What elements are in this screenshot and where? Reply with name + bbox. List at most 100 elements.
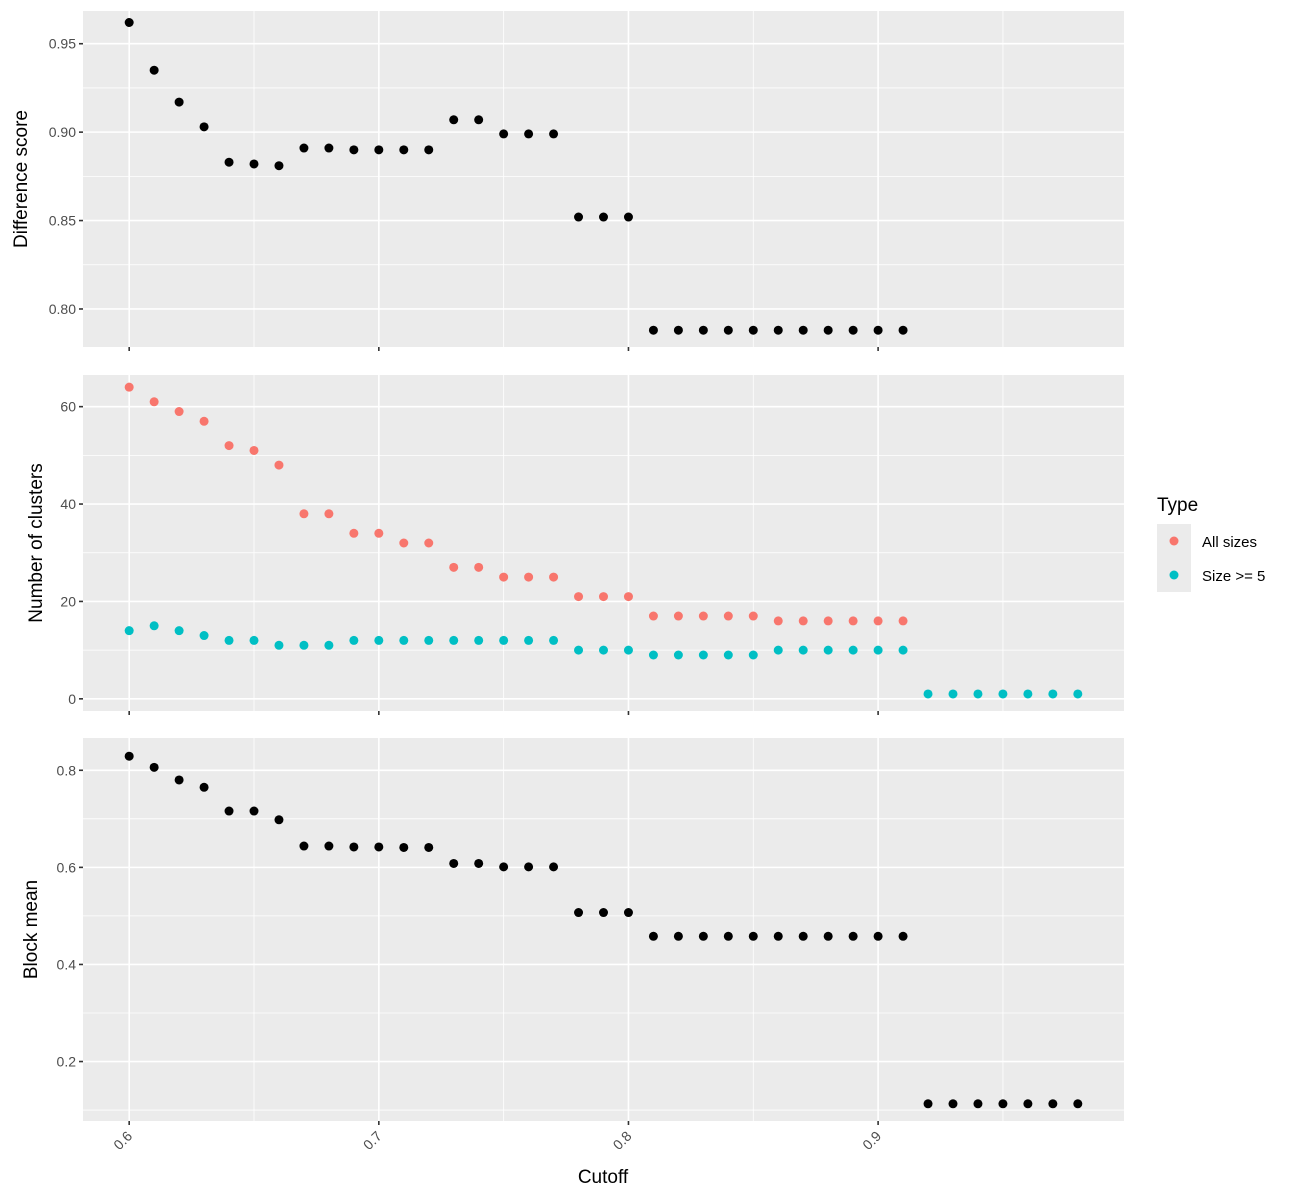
data-point: [374, 528, 384, 538]
data-point: [324, 509, 334, 519]
data-point: [299, 640, 309, 650]
data-point: [149, 65, 159, 75]
y-tick-label: 0.6: [57, 859, 77, 875]
data-point: [998, 689, 1008, 699]
data-point: [948, 689, 958, 699]
data-point: [748, 325, 758, 335]
data-point: [848, 616, 858, 626]
data-point: [524, 862, 534, 872]
data-point: [199, 782, 209, 792]
data-point: [873, 931, 883, 941]
data-point: [773, 616, 783, 626]
data-point: [723, 931, 733, 941]
data-point: [474, 562, 484, 572]
data-point: [923, 689, 933, 699]
x-axis: 0.6 0.7 0.8 0.9: [110, 1128, 884, 1153]
data-point: [524, 129, 534, 139]
data-point: [499, 129, 509, 139]
y-tick-label: 60: [60, 399, 76, 415]
data-point: [399, 145, 409, 155]
data-point: [623, 908, 633, 918]
data-point: [274, 815, 284, 825]
data-point: [174, 407, 184, 417]
x-tick-label: 0.9: [859, 1128, 884, 1153]
data-point: [449, 562, 459, 572]
data-point: [374, 635, 384, 645]
panel-block-mean: 0.2 0.4 0.6 0.8 Block mean: [21, 738, 1124, 1125]
data-point: [673, 325, 683, 335]
data-point: [599, 212, 608, 222]
data-point: [499, 572, 509, 582]
data-point: [174, 97, 184, 107]
legend-label-size-5: Size >= 5: [1202, 568, 1265, 585]
data-point: [124, 17, 134, 27]
data-point: [823, 645, 833, 655]
data-point: [898, 616, 908, 626]
data-point: [848, 645, 858, 655]
data-point: [773, 645, 783, 655]
data-point: [1023, 1099, 1033, 1109]
data-point: [574, 592, 584, 602]
data-point: [449, 858, 459, 868]
data-point: [848, 931, 858, 941]
data-point: [973, 689, 983, 699]
y-axis-title: Block mean: [21, 880, 42, 979]
data-point: [199, 631, 209, 641]
data-point: [623, 592, 633, 602]
data-point: [574, 212, 584, 222]
data-point: [349, 528, 359, 538]
data-point: [898, 931, 908, 941]
data-point: [549, 572, 559, 582]
data-point: [174, 775, 184, 785]
legend-title: Type: [1157, 495, 1198, 516]
data-point: [424, 842, 434, 852]
legend-key-size-5: [1169, 570, 1179, 580]
data-point: [798, 325, 808, 335]
data-point: [274, 161, 284, 171]
data-point: [1048, 1099, 1058, 1109]
data-point: [299, 841, 309, 851]
data-point: [748, 931, 758, 941]
series-points: [124, 17, 908, 335]
data-point: [1073, 689, 1083, 699]
data-point: [723, 325, 733, 335]
data-point: [199, 122, 209, 132]
data-point: [499, 635, 509, 645]
data-point: [574, 645, 584, 655]
data-point: [299, 143, 309, 153]
data-point: [648, 931, 658, 941]
data-point: [349, 635, 359, 645]
data-point: [549, 635, 559, 645]
data-point: [249, 159, 259, 169]
data-point: [948, 1099, 958, 1109]
data-point: [923, 1099, 933, 1109]
data-point: [599, 645, 608, 655]
data-point: [1023, 689, 1033, 699]
data-point: [798, 645, 808, 655]
data-point: [798, 616, 808, 626]
data-point: [673, 650, 683, 660]
data-point: [973, 1099, 983, 1109]
panel-background: [83, 375, 1124, 711]
data-point: [698, 650, 708, 660]
y-tick-label: 0.4: [57, 956, 77, 972]
data-point: [474, 635, 484, 645]
data-point: [623, 212, 633, 222]
data-point: [1073, 1099, 1083, 1109]
data-point: [399, 842, 409, 852]
data-point: [898, 325, 908, 335]
data-point: [723, 650, 733, 660]
data-point: [224, 157, 234, 167]
data-point: [549, 129, 559, 139]
legend-label-all-sizes: All sizes: [1202, 534, 1257, 551]
data-point: [424, 145, 434, 155]
data-point: [848, 325, 858, 335]
y-tick-label: 0.95: [49, 36, 76, 52]
data-point: [748, 611, 758, 621]
data-point: [349, 842, 359, 852]
data-point: [124, 382, 134, 392]
data-point: [1048, 689, 1058, 699]
data-point: [549, 862, 559, 872]
data-point: [149, 397, 159, 407]
data-point: [698, 931, 708, 941]
